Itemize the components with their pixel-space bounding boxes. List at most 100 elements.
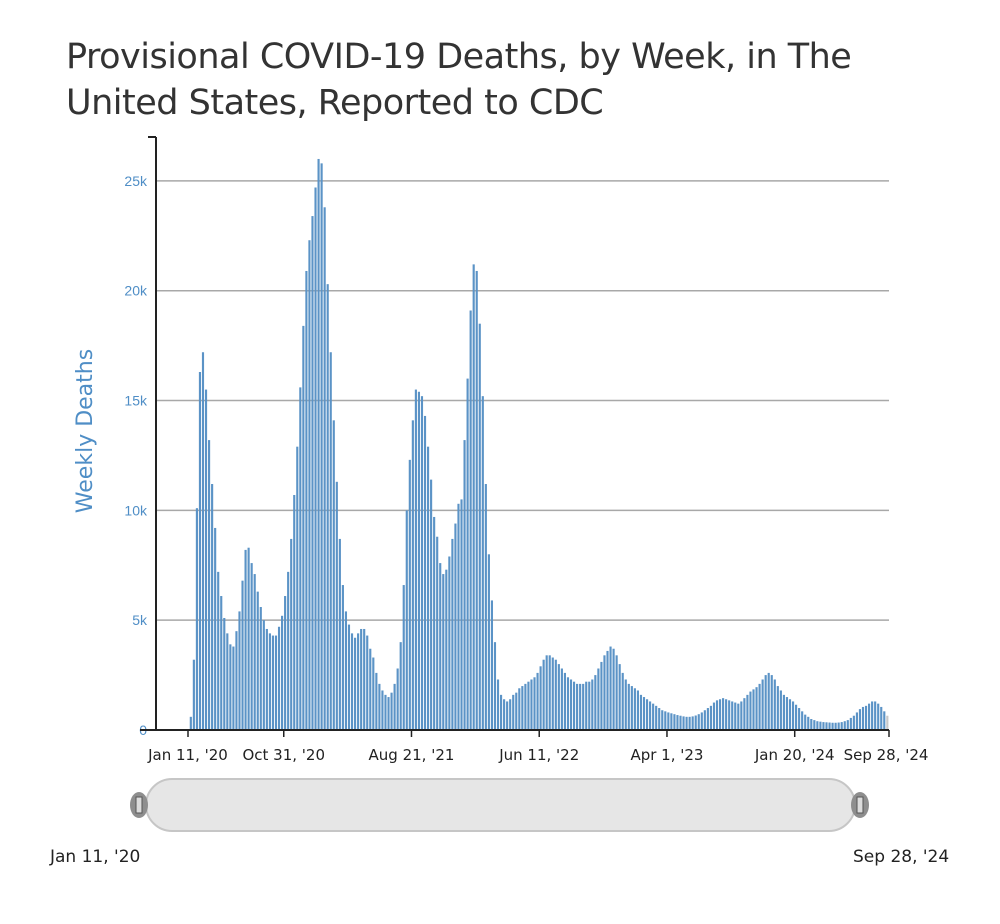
bar[interactable] — [542, 659, 545, 730]
bar[interactable] — [579, 683, 582, 730]
bar[interactable] — [755, 687, 758, 730]
bar[interactable] — [241, 580, 244, 730]
bar[interactable] — [886, 715, 889, 730]
bar[interactable] — [718, 699, 722, 730]
bar[interactable] — [773, 679, 776, 730]
bar[interactable] — [642, 697, 646, 730]
bar[interactable] — [271, 635, 275, 730]
bar[interactable] — [466, 378, 469, 730]
bar[interactable] — [235, 631, 238, 730]
bar[interactable] — [709, 705, 712, 730]
bar[interactable] — [226, 633, 229, 730]
bar[interactable] — [350, 633, 354, 730]
bar[interactable] — [259, 607, 262, 730]
bar[interactable] — [363, 628, 366, 730]
bar[interactable] — [639, 694, 643, 730]
bar[interactable] — [585, 681, 588, 730]
bar[interactable] — [305, 270, 308, 730]
bar[interactable] — [478, 323, 481, 730]
bar[interactable] — [399, 642, 402, 730]
bar[interactable] — [299, 387, 302, 730]
bar[interactable] — [381, 690, 384, 730]
bar[interactable] — [609, 646, 612, 730]
bar[interactable] — [712, 702, 716, 730]
bar[interactable] — [484, 484, 487, 730]
bar[interactable] — [527, 681, 530, 730]
bar[interactable] — [314, 187, 317, 730]
bar[interactable] — [515, 692, 518, 730]
bar[interactable] — [338, 538, 341, 730]
bar[interactable] — [496, 679, 500, 730]
bar[interactable] — [475, 270, 478, 730]
bar[interactable] — [858, 709, 862, 730]
bar[interactable] — [658, 708, 661, 730]
bar[interactable] — [198, 372, 202, 730]
bar[interactable] — [454, 523, 457, 730]
bar[interactable] — [214, 527, 217, 730]
bar[interactable] — [664, 711, 667, 730]
bar[interactable] — [530, 679, 533, 730]
bar[interactable] — [633, 688, 636, 730]
bar[interactable] — [323, 207, 326, 730]
bar[interactable] — [649, 701, 652, 730]
bar[interactable] — [591, 679, 594, 730]
bar[interactable] — [618, 664, 621, 730]
bar[interactable] — [290, 538, 293, 730]
bar[interactable] — [430, 479, 433, 730]
bar[interactable] — [795, 704, 798, 730]
bar[interactable] — [828, 722, 831, 730]
bar[interactable] — [293, 494, 296, 730]
bar[interactable] — [791, 701, 795, 730]
bar[interactable] — [843, 721, 846, 730]
bar[interactable] — [834, 722, 837, 730]
bar[interactable] — [804, 714, 807, 730]
bar[interactable] — [694, 715, 697, 730]
bar[interactable] — [268, 633, 271, 730]
bar[interactable] — [849, 717, 852, 730]
bar[interactable] — [645, 699, 649, 730]
bar[interactable] — [329, 352, 332, 730]
bar[interactable] — [472, 264, 475, 730]
bar[interactable] — [420, 396, 424, 730]
bar[interactable] — [317, 158, 320, 731]
bar[interactable] — [883, 711, 886, 730]
bar[interactable] — [372, 657, 375, 730]
bar[interactable] — [715, 700, 719, 730]
bar[interactable] — [807, 716, 810, 730]
bar[interactable] — [667, 712, 670, 730]
bars[interactable] — [189, 158, 889, 731]
bar[interactable] — [788, 699, 792, 730]
bar[interactable] — [378, 683, 381, 730]
bar[interactable] — [220, 596, 223, 730]
bar[interactable] — [390, 692, 393, 730]
bar[interactable] — [509, 699, 512, 730]
bar[interactable] — [393, 683, 396, 730]
bar[interactable] — [785, 697, 789, 730]
bar[interactable] — [189, 716, 192, 730]
bar[interactable] — [451, 538, 454, 730]
bar[interactable] — [457, 503, 460, 730]
bar[interactable] — [822, 722, 825, 730]
bar[interactable] — [725, 699, 728, 730]
bar[interactable] — [433, 516, 436, 730]
bar[interactable] — [448, 556, 451, 730]
bar[interactable] — [533, 677, 536, 730]
bar[interactable] — [332, 420, 335, 730]
bar[interactable] — [411, 420, 414, 730]
bar[interactable] — [761, 679, 764, 730]
bar[interactable] — [375, 672, 378, 730]
bar[interactable] — [232, 646, 235, 730]
bar[interactable] — [211, 484, 214, 730]
bar[interactable] — [731, 701, 734, 730]
bar[interactable] — [624, 679, 627, 730]
bar[interactable] — [661, 710, 664, 730]
bar[interactable] — [387, 697, 390, 730]
bar[interactable] — [688, 716, 691, 730]
bar[interactable] — [460, 499, 463, 730]
bar[interactable] — [369, 648, 372, 730]
bar[interactable] — [506, 701, 509, 730]
bar[interactable] — [250, 563, 253, 730]
navigator-right-handle[interactable] — [851, 792, 869, 818]
bar[interactable] — [685, 716, 688, 730]
bar[interactable] — [524, 683, 527, 730]
